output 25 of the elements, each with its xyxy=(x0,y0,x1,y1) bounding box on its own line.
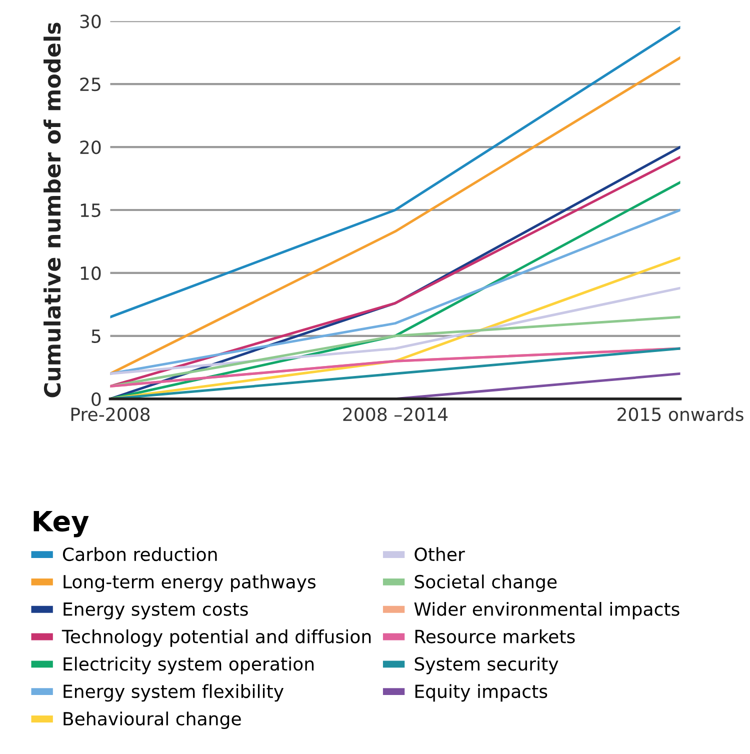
legend-label: Electricity system operation xyxy=(64,656,314,674)
legend-label: Technology potential and diffusion xyxy=(62,629,371,647)
legend-label: Behavioural change xyxy=(64,712,241,730)
x-tick-label: 2015 onwards xyxy=(618,407,744,422)
legend-label: Other xyxy=(414,547,465,562)
y-tick-label: 0 xyxy=(92,392,101,406)
y-tick-label: 25 xyxy=(80,78,100,92)
legend-label: Energy system costs xyxy=(64,602,248,620)
legend-title: Key xyxy=(34,510,89,538)
y-tick-label: 10 xyxy=(80,266,101,280)
y-axis-title: Cumulative number of models xyxy=(44,22,61,398)
y-tick-label: 5 xyxy=(92,330,100,344)
legend-label: System security xyxy=(414,656,558,674)
legend-label: Equity impacts xyxy=(415,684,548,702)
legend-label: Societal change xyxy=(414,574,557,592)
legend-label: Energy system flexibility xyxy=(64,684,284,702)
y-tick-label: 30 xyxy=(80,14,101,28)
y-tick-label: 20 xyxy=(80,140,101,154)
x-tick-label: Pre-2008 xyxy=(71,408,150,422)
y-tick-label: 15 xyxy=(80,204,100,218)
legend-label: Wider environmental impacts xyxy=(414,602,680,620)
legend-label: Resource markets xyxy=(415,629,575,644)
x-tick-label: 2008 –2014 xyxy=(343,408,448,422)
legend-label: Long-term energy pathways xyxy=(64,574,316,592)
legend-label: Carbon reduction xyxy=(62,547,217,562)
